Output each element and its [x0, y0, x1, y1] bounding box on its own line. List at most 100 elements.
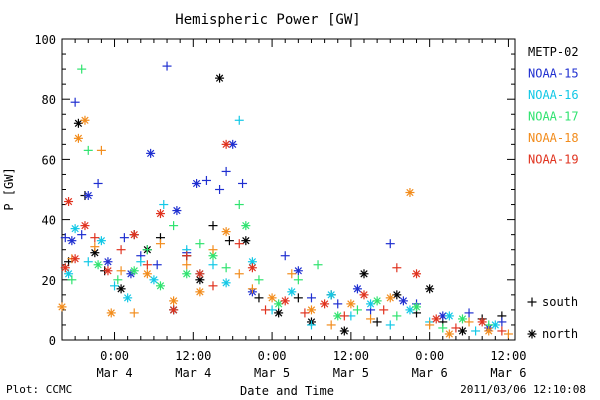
series-noaa-16	[64, 115, 500, 336]
data-point	[142, 245, 152, 255]
data-point	[215, 73, 225, 83]
data-points	[57, 61, 513, 339]
x-tick-date-label: Mar 4	[175, 366, 211, 380]
data-point	[159, 200, 169, 210]
data-point	[339, 311, 349, 321]
data-point	[155, 239, 165, 249]
data-point	[60, 233, 70, 243]
data-point	[221, 139, 231, 149]
legend-marker-label-south: south	[542, 295, 578, 309]
legend-entry-noaa-16: NOAA-16	[528, 88, 579, 102]
y-tick-label: 60	[42, 153, 56, 167]
legend-entry-noaa-19: NOAA-19	[528, 153, 579, 167]
data-point	[293, 266, 303, 276]
data-point	[392, 263, 402, 273]
x-tick-time-label: 12:00	[175, 349, 211, 363]
data-point	[313, 260, 323, 270]
y-tick-label: 20	[42, 274, 56, 288]
x-axis-label: Date and Time	[240, 384, 334, 398]
x-tick-time-label: 0:00	[415, 349, 444, 363]
data-point	[136, 257, 146, 267]
data-point	[73, 118, 83, 128]
data-point	[96, 145, 106, 155]
plot-timestamp: 2011/03/06 12:10:08	[460, 383, 586, 396]
x-tick-time-label: 0:00	[258, 349, 287, 363]
data-point	[254, 293, 264, 303]
data-point	[195, 287, 205, 297]
data-point	[333, 299, 343, 309]
data-point	[359, 269, 369, 279]
data-point	[129, 266, 139, 276]
data-point	[267, 293, 277, 303]
data-point	[195, 239, 205, 249]
data-point	[103, 257, 113, 267]
data-point	[352, 284, 362, 294]
data-point	[280, 251, 290, 261]
y-tick-label: 100	[34, 33, 56, 47]
data-point	[497, 326, 507, 336]
x-tick-date-label: Mar 5	[333, 366, 369, 380]
data-point	[293, 293, 303, 303]
data-point	[306, 305, 316, 315]
data-point	[484, 326, 494, 336]
data-point	[451, 323, 461, 333]
data-point	[221, 278, 231, 288]
y-tick-label: 80	[42, 93, 56, 107]
axes: 0 20 40 60 80 100 0:00 Mar 4 12:00 Mar 4 0:00 Mar 5…	[34, 33, 526, 380]
data-point	[444, 311, 454, 321]
data-point	[247, 263, 257, 273]
chart-title: Hemispheric Power [GW]	[175, 12, 360, 28]
data-point	[83, 257, 93, 267]
data-point	[57, 302, 67, 312]
data-point	[392, 311, 402, 321]
legend-marker-south	[527, 297, 537, 307]
y-tick-label: 40	[42, 214, 56, 228]
x-tick-date-label: Mar 6	[412, 366, 448, 380]
data-point	[208, 260, 218, 270]
data-point	[67, 275, 77, 285]
data-point	[346, 299, 356, 309]
data-point	[70, 97, 80, 107]
data-point	[339, 326, 349, 336]
data-point	[471, 326, 481, 336]
data-point	[221, 227, 231, 237]
data-point	[405, 305, 415, 315]
data-point	[155, 281, 165, 291]
data-point	[405, 188, 415, 198]
data-point	[234, 115, 244, 125]
data-point	[254, 275, 264, 285]
data-point	[152, 260, 162, 270]
data-point	[93, 260, 103, 270]
x-tick-time-label: 12:00	[490, 349, 526, 363]
series-metp-02	[64, 73, 507, 336]
data-point	[83, 145, 93, 155]
legend-marker-label-north: north	[542, 327, 578, 341]
data-point	[306, 320, 316, 330]
data-point	[83, 191, 93, 201]
data-point	[261, 305, 271, 315]
data-point	[320, 299, 330, 309]
data-point	[90, 233, 100, 243]
data-point	[201, 175, 211, 185]
data-point	[182, 269, 192, 279]
data-point	[412, 269, 422, 279]
data-point	[372, 317, 382, 327]
plot-credit: Plot: CCMC	[6, 383, 73, 396]
data-point	[80, 115, 90, 125]
data-point	[119, 233, 129, 243]
data-point	[385, 320, 395, 330]
data-point	[372, 296, 382, 306]
data-point	[287, 287, 297, 297]
data-point	[123, 293, 133, 303]
data-point	[300, 308, 310, 318]
data-point	[73, 133, 83, 143]
y-axis-label: P [GW]	[2, 167, 16, 210]
data-point	[192, 178, 202, 188]
data-point	[247, 284, 257, 294]
data-point	[503, 329, 513, 339]
data-point	[444, 329, 454, 339]
data-point	[293, 275, 303, 285]
data-point	[477, 317, 487, 327]
data-point	[438, 323, 448, 333]
legend: METP-02 NOAA-15 NOAA-16 NOAA-17 NOAA-18 NOAA-…	[527, 45, 579, 341]
